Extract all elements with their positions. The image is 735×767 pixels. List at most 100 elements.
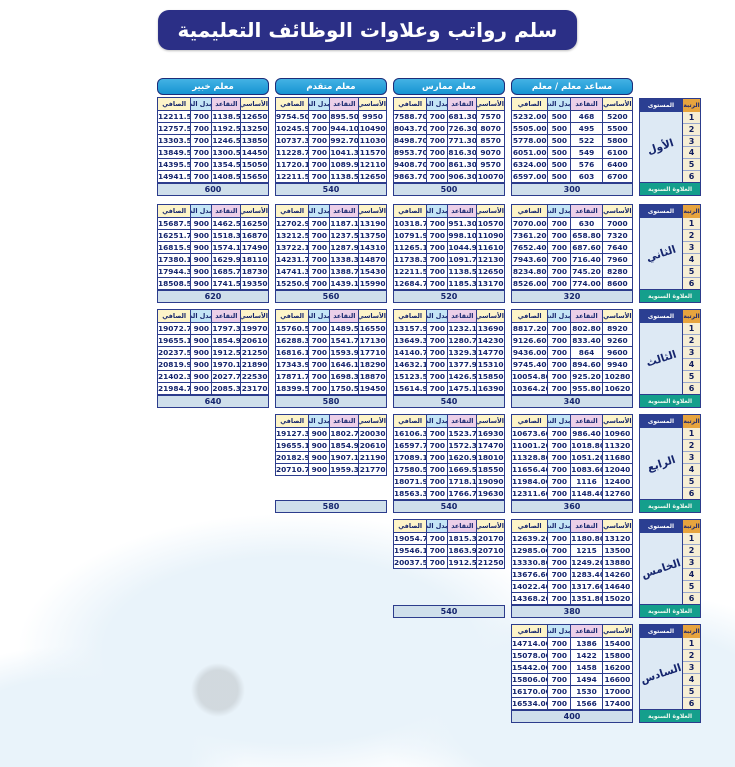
table-cell: 20819.90 (156, 358, 192, 371)
table-cell: 700 (547, 580, 572, 593)
table-cell: 771.30 (447, 134, 478, 147)
table-cell: 9600 (601, 346, 634, 359)
table-cell: 15760.50 (274, 322, 310, 335)
table-cell: 8526.00 (510, 277, 549, 290)
table-cell: 18508.50 (156, 277, 192, 290)
side-panel-header: الرتبة المستوى (640, 310, 700, 323)
table-cell: 5500 (601, 122, 634, 135)
table-cell: 700 (426, 217, 449, 230)
table-cell: 1351.80 (570, 592, 603, 605)
rank-header-cell: الرتبة (682, 99, 700, 112)
annual-allowance-label: العلاوة السنوية (640, 604, 700, 617)
table-cell: 17343.90 (274, 358, 310, 371)
table-cell: 700 (547, 697, 572, 710)
column-header: الأساسي (601, 97, 634, 111)
level-name-text: الأول (646, 137, 676, 157)
side-panel-body: 1 2 3 4 5 6 الرابع (640, 428, 700, 499)
table-cell: 9570 (476, 158, 505, 171)
table-cell: 19970 (240, 322, 269, 335)
rank-cell: 2 (683, 123, 700, 136)
table-cell: 20182.90 (274, 451, 310, 464)
column-header: التقاعد (447, 519, 478, 533)
table-cell: 700 (547, 451, 572, 464)
table-cell: 700 (547, 229, 572, 242)
table-cell: 14022.40 (510, 580, 549, 593)
rank-cell: 3 (683, 452, 700, 464)
column-header: بدل النقل (308, 97, 331, 111)
table-row: 11680 1051.20 700 11328.80 (510, 451, 634, 464)
column-header: الأساسي (601, 414, 634, 428)
table-cell: 12757.50 (156, 122, 192, 135)
level-header-cell: المستوى (640, 310, 682, 323)
table-cell: 700 (308, 322, 331, 335)
table-cell: 21250 (476, 556, 505, 569)
table-cell: 900 (190, 358, 213, 371)
column-header: التقاعد (570, 624, 603, 638)
rank-header-cell: الرتبة (682, 205, 700, 218)
table-cell: 13750 (358, 229, 387, 242)
rank-cell: 4 (683, 147, 700, 160)
table-cell: 14632.10 (392, 358, 428, 371)
table-cell: 1187.10 (329, 217, 360, 230)
table-cell: 12211.50 (274, 170, 310, 183)
column-header: بدل النقل (547, 309, 572, 323)
side-panel-header: الرتبة المستوى (640, 520, 700, 533)
table-cell: 1249.20 (570, 556, 603, 569)
table-cell: 7640 (601, 241, 634, 254)
table-cell: 10070 (476, 170, 505, 183)
table-cell: 15123.50 (392, 370, 428, 383)
table-cell: 11984.00 (510, 475, 549, 488)
column-header: الأساسي (476, 519, 505, 533)
table-cell: 12985.00 (510, 544, 549, 557)
table-cell: 5778.00 (510, 134, 549, 147)
table-cell: 13690 (476, 322, 505, 335)
table-cell: 700 (308, 370, 331, 383)
table-cell: 700 (547, 277, 572, 290)
table-cell: 700 (308, 334, 331, 347)
table-row: 12760 1148.40 700 12311.60 (510, 487, 634, 500)
table-cell: 1802.70 (329, 427, 360, 440)
column-header: الصافي (510, 97, 549, 111)
column-header: بدل النقل (308, 309, 331, 323)
column-header: بدل النقل (547, 624, 572, 638)
table-cell: 700 (426, 544, 449, 557)
table-cell: 12639.20 (510, 532, 549, 545)
level-name-text: السادس (639, 661, 683, 686)
column-header: الأساسي (601, 519, 634, 533)
table-cell: 900 (190, 382, 213, 395)
table-cell: 14640 (601, 580, 634, 593)
table-cell: 12400 (601, 475, 634, 488)
table-cell: 17000 (601, 685, 634, 698)
table-cell: 549 (570, 146, 603, 159)
table-cell: 20037.50 (392, 556, 428, 569)
table-cell: 500 (547, 146, 572, 159)
table-cell: 700 (190, 122, 213, 135)
table-row: 7640 687.60 700 7652.40 (510, 241, 634, 254)
table-cell: 700 (308, 358, 331, 371)
table-cell: 1138.50 (329, 170, 360, 183)
column-header: الأساسي (240, 97, 269, 111)
table-cell: 17490 (240, 241, 269, 254)
table-cell: 9940 (601, 358, 634, 371)
table-row: 13880 1249.20 700 13330.80 (510, 556, 634, 569)
column-header: التقاعد (570, 204, 603, 218)
table-cell: 10245.90 (274, 122, 310, 135)
table-cell: 19450 (358, 382, 387, 395)
rank-cell: 3 (683, 135, 700, 148)
